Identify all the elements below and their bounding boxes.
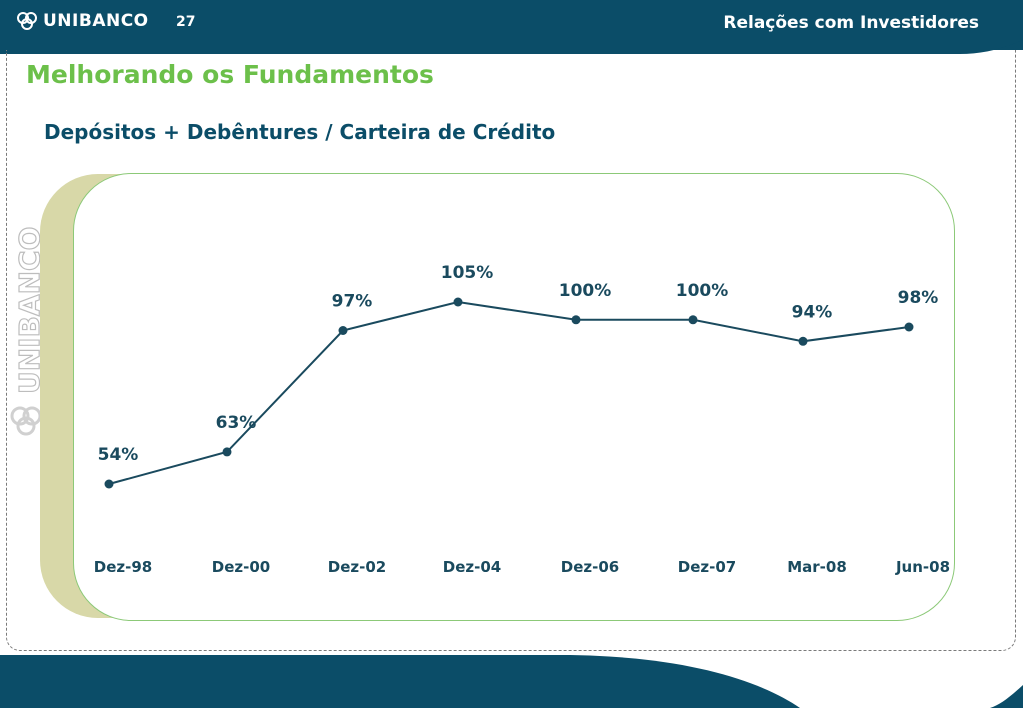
brand-logo: UNIBANCO bbox=[16, 11, 149, 31]
data-point bbox=[688, 315, 698, 325]
x-tick-label: Dez-06 bbox=[561, 558, 619, 576]
data-label: 54% bbox=[98, 445, 139, 465]
data-point bbox=[222, 447, 232, 457]
data-point bbox=[453, 297, 463, 307]
x-tick-label: Mar-08 bbox=[787, 558, 847, 576]
data-point bbox=[104, 479, 114, 489]
footer-wave bbox=[0, 655, 1023, 708]
data-label: 105% bbox=[441, 263, 494, 283]
data-point bbox=[571, 315, 581, 325]
page-number: 27 bbox=[176, 14, 196, 30]
data-label: 94% bbox=[792, 302, 833, 322]
data-point bbox=[338, 326, 348, 335]
chart-panel bbox=[73, 173, 955, 621]
x-tick-label: Jun-08 bbox=[895, 558, 950, 576]
x-tick-label: Dez-07 bbox=[678, 558, 736, 576]
data-point bbox=[798, 336, 808, 346]
data-label: 98% bbox=[898, 288, 939, 308]
x-tick-label: Dez-04 bbox=[443, 558, 501, 576]
data-label: 100% bbox=[559, 281, 612, 301]
data-label: 97% bbox=[332, 292, 373, 312]
x-tick-label: Dez-02 bbox=[328, 558, 386, 576]
page-title: Melhorando os Fundamentos bbox=[26, 60, 434, 89]
chart-title: Depósitos + Debêntures / Carteira de Cré… bbox=[44, 120, 556, 144]
x-tick-label: Dez-98 bbox=[94, 558, 152, 576]
data-label: 63% bbox=[216, 413, 257, 433]
data-point bbox=[904, 322, 914, 332]
series-line bbox=[108, 300, 910, 485]
content-frame bbox=[6, 50, 1016, 651]
x-tick-label: Dez-00 bbox=[212, 558, 270, 576]
section-title: Relações com Investidores bbox=[723, 13, 979, 33]
data-label: 100% bbox=[676, 281, 729, 301]
header-wave bbox=[0, 40, 1023, 54]
unibanco-logo-icon bbox=[17, 12, 37, 30]
brand-name: UNIBANCO bbox=[43, 11, 149, 31]
